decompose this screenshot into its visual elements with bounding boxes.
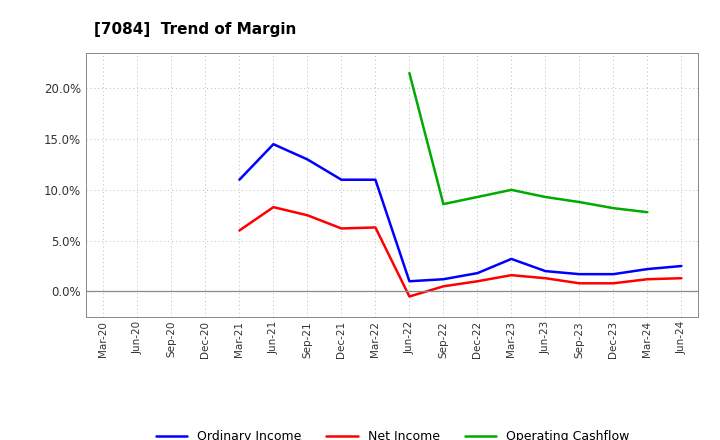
Ordinary Income <box>371 177 379 182</box>
Net Income <box>337 226 346 231</box>
Net Income <box>609 281 618 286</box>
Ordinary Income <box>439 277 448 282</box>
Net Income <box>507 272 516 278</box>
Ordinary Income <box>541 268 550 274</box>
Ordinary Income <box>337 177 346 182</box>
Operating Cashflow <box>609 205 618 211</box>
Net Income <box>439 284 448 289</box>
Operating Cashflow <box>507 187 516 193</box>
Net Income <box>541 275 550 281</box>
Ordinary Income <box>303 157 312 162</box>
Net Income <box>235 228 243 233</box>
Ordinary Income <box>473 271 482 276</box>
Ordinary Income <box>575 271 584 277</box>
Net Income <box>575 281 584 286</box>
Ordinary Income <box>677 264 685 269</box>
Ordinary Income <box>609 271 618 277</box>
Net Income <box>473 279 482 284</box>
Ordinary Income <box>643 267 652 272</box>
Line: Ordinary Income: Ordinary Income <box>239 144 681 281</box>
Line: Operating Cashflow: Operating Cashflow <box>410 73 647 212</box>
Operating Cashflow <box>405 70 414 76</box>
Line: Net Income: Net Income <box>239 207 681 297</box>
Ordinary Income <box>235 177 243 182</box>
Ordinary Income <box>269 142 278 147</box>
Net Income <box>643 277 652 282</box>
Operating Cashflow <box>541 194 550 200</box>
Operating Cashflow <box>643 209 652 215</box>
Net Income <box>371 225 379 230</box>
Net Income <box>405 294 414 299</box>
Net Income <box>677 275 685 281</box>
Operating Cashflow <box>473 194 482 200</box>
Legend: Ordinary Income, Net Income, Operating Cashflow: Ordinary Income, Net Income, Operating C… <box>150 425 634 440</box>
Net Income <box>303 213 312 218</box>
Ordinary Income <box>507 256 516 261</box>
Operating Cashflow <box>439 202 448 207</box>
Net Income <box>269 205 278 210</box>
Operating Cashflow <box>575 199 584 205</box>
Text: [7084]  Trend of Margin: [7084] Trend of Margin <box>94 22 296 37</box>
Ordinary Income <box>405 279 414 284</box>
